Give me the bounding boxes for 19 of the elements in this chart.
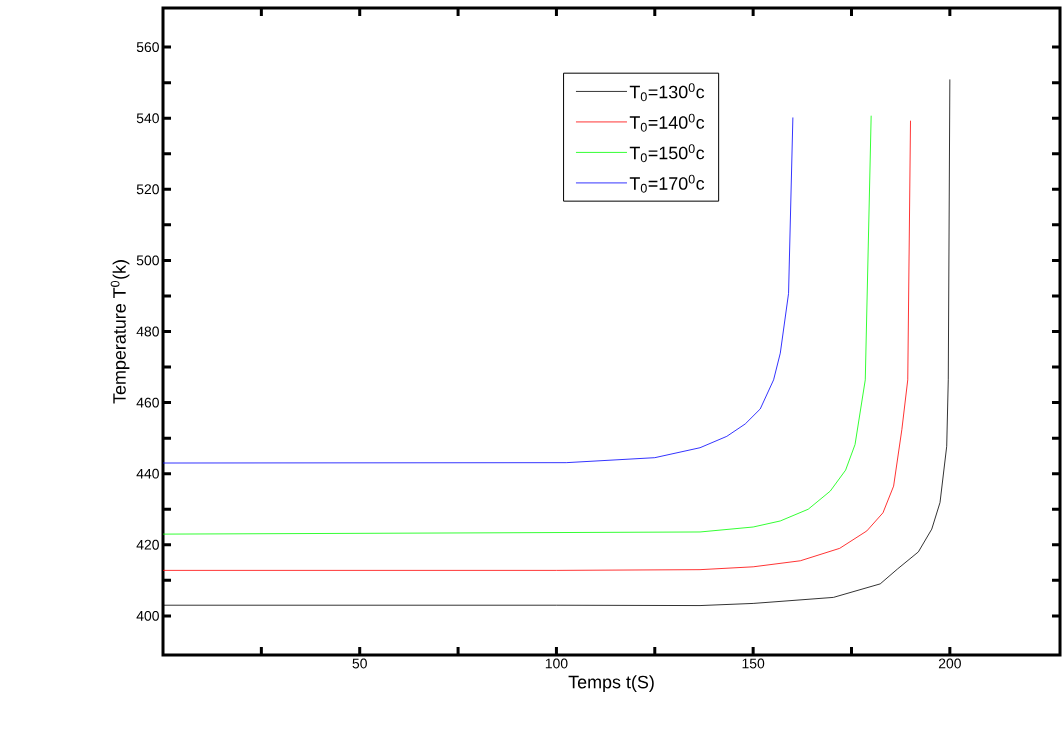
legend-label: T$_{0}$=170$^{0}$c (629, 174, 705, 193)
y-axis-title: Temperature T$^{0}$(k) (110, 260, 130, 404)
x-tick-label: 100 (545, 658, 568, 669)
y-tick-label: 520 (136, 184, 159, 195)
y-tick-label: 400 (136, 610, 159, 621)
legend-label: T$_{0}$=150$^{0}$c (629, 144, 705, 163)
y-tick-label: 420 (136, 539, 159, 550)
y-tick-label: 560 (136, 42, 159, 53)
legend-label: T$_{0}$=140$^{0}$c (629, 113, 705, 132)
y-tick-label: 540 (136, 113, 159, 124)
y-tick-label: 480 (136, 326, 159, 337)
legend-label: T$_{0}$=130$^{0}$c (629, 83, 705, 102)
x-tick-label: 150 (742, 658, 765, 669)
x-tick-label: 200 (938, 658, 961, 669)
y-tick-label: 500 (136, 255, 159, 266)
x-axis-title: Temps t(S) (568, 675, 654, 692)
y-tick-label: 440 (136, 468, 159, 479)
y-tick-label: 460 (136, 397, 159, 408)
x-tick-label: 50 (352, 658, 367, 669)
